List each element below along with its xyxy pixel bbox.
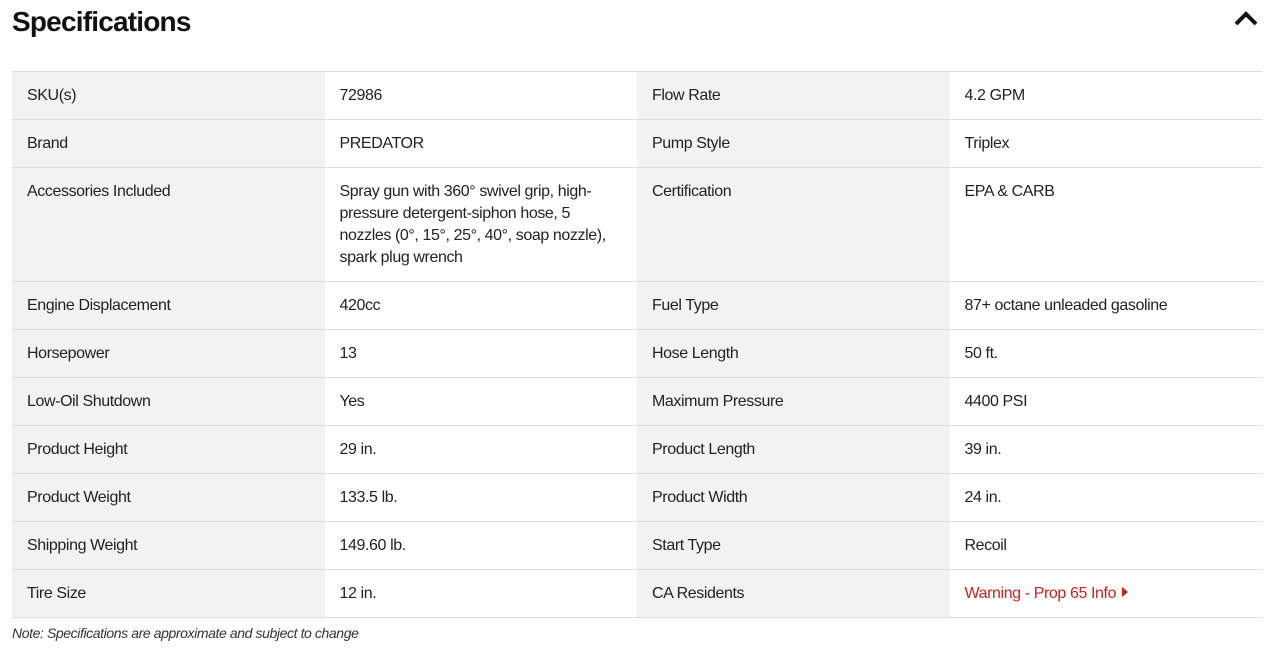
spec-value: 24 in. — [949, 473, 1262, 522]
table-row: Engine Displacement 420cc Fuel Type 87+ oct… — [12, 281, 1262, 330]
spec-label: Maximum Pressure — [637, 377, 950, 426]
spec-label: Product Height — [12, 425, 325, 474]
spec-label: Brand — [12, 119, 325, 168]
spec-label: Pump Style — [637, 119, 950, 168]
spec-label: Fuel Type — [637, 281, 950, 330]
prop65-link-label: Warning - Prop 65 Info — [964, 585, 1117, 602]
table-row: SKU(s) 72986 Flow Rate 4.2 GPM — [12, 71, 1262, 120]
spec-label: Product Width — [637, 473, 950, 522]
spec-value: 4.2 GPM — [949, 71, 1262, 120]
spec-value: Spray gun with 360° swivel grip, high-pr… — [324, 167, 637, 282]
spec-label: Flow Rate — [637, 71, 950, 120]
prop65-warning-link[interactable]: Warning - Prop 65 Info — [965, 585, 1129, 602]
specifications-table: SKU(s) 72986 Flow Rate 4.2 GPM Brand PREDATOR… — [12, 71, 1262, 618]
spec-label: Tire Size — [12, 569, 325, 618]
spec-label: Low-Oil Shutdown — [12, 377, 325, 426]
spec-value: 4400 PSI — [949, 377, 1262, 426]
spec-value: PREDATOR — [324, 119, 637, 168]
spec-label: Horsepower — [12, 329, 325, 378]
spec-value: Warning - Prop 65 Info — [949, 569, 1262, 618]
spec-label: Certification — [637, 167, 950, 282]
table-row: Brand PREDATOR Pump Style Triplex — [12, 119, 1262, 168]
spec-value: 13 — [324, 329, 637, 378]
spec-label: Shipping Weight — [12, 521, 325, 570]
table-row: Product Weight 133.5 lb. Product Width 24 i… — [12, 473, 1262, 522]
table-row: Tire Size 12 in. CA Residents Warning - Pro… — [12, 569, 1262, 618]
spec-value: 420cc — [324, 281, 637, 330]
spec-value: 50 ft. — [949, 329, 1262, 378]
spec-label: Engine Displacement — [12, 281, 325, 330]
spec-label: Accessories Included — [12, 167, 325, 282]
specifications-note: Note: Specifications are approximate and… — [12, 625, 359, 641]
table-row: Horsepower 13 Hose Length 50 ft. — [12, 329, 1262, 378]
spec-value: EPA & CARB — [949, 167, 1262, 282]
spec-value: 29 in. — [324, 425, 637, 474]
spec-value: 72986 — [324, 71, 637, 120]
spec-value: 12 in. — [324, 569, 637, 618]
spec-label: CA Residents — [637, 569, 950, 618]
caret-right-icon — [1122, 587, 1129, 597]
spec-label: Hose Length — [637, 329, 950, 378]
spec-value: Recoil — [949, 521, 1262, 570]
spec-label: Product Weight — [12, 473, 325, 522]
spec-value: Triplex — [949, 119, 1262, 168]
chevron-up-icon[interactable] — [1233, 8, 1259, 28]
table-row: Product Height 29 in. Product Length 39 in. — [12, 425, 1262, 474]
spec-value: Yes — [324, 377, 637, 426]
spec-label: SKU(s) — [12, 71, 325, 120]
spec-value: 149.60 lb. — [324, 521, 637, 570]
spec-value: 87+ octane unleaded gasoline — [949, 281, 1262, 330]
table-row: Low-Oil Shutdown Yes Maximum Pressure 4400 … — [12, 377, 1262, 426]
spec-value: 133.5 lb. — [324, 473, 637, 522]
table-row: Accessories Included Spray gun with 360° … — [12, 167, 1262, 282]
table-row: Shipping Weight 149.60 lb. Start Type Recoi… — [12, 521, 1262, 570]
spec-label: Product Length — [637, 425, 950, 474]
spec-label: Start Type — [637, 521, 950, 570]
spec-value: 39 in. — [949, 425, 1262, 474]
page-title: Specifications — [12, 6, 191, 37]
